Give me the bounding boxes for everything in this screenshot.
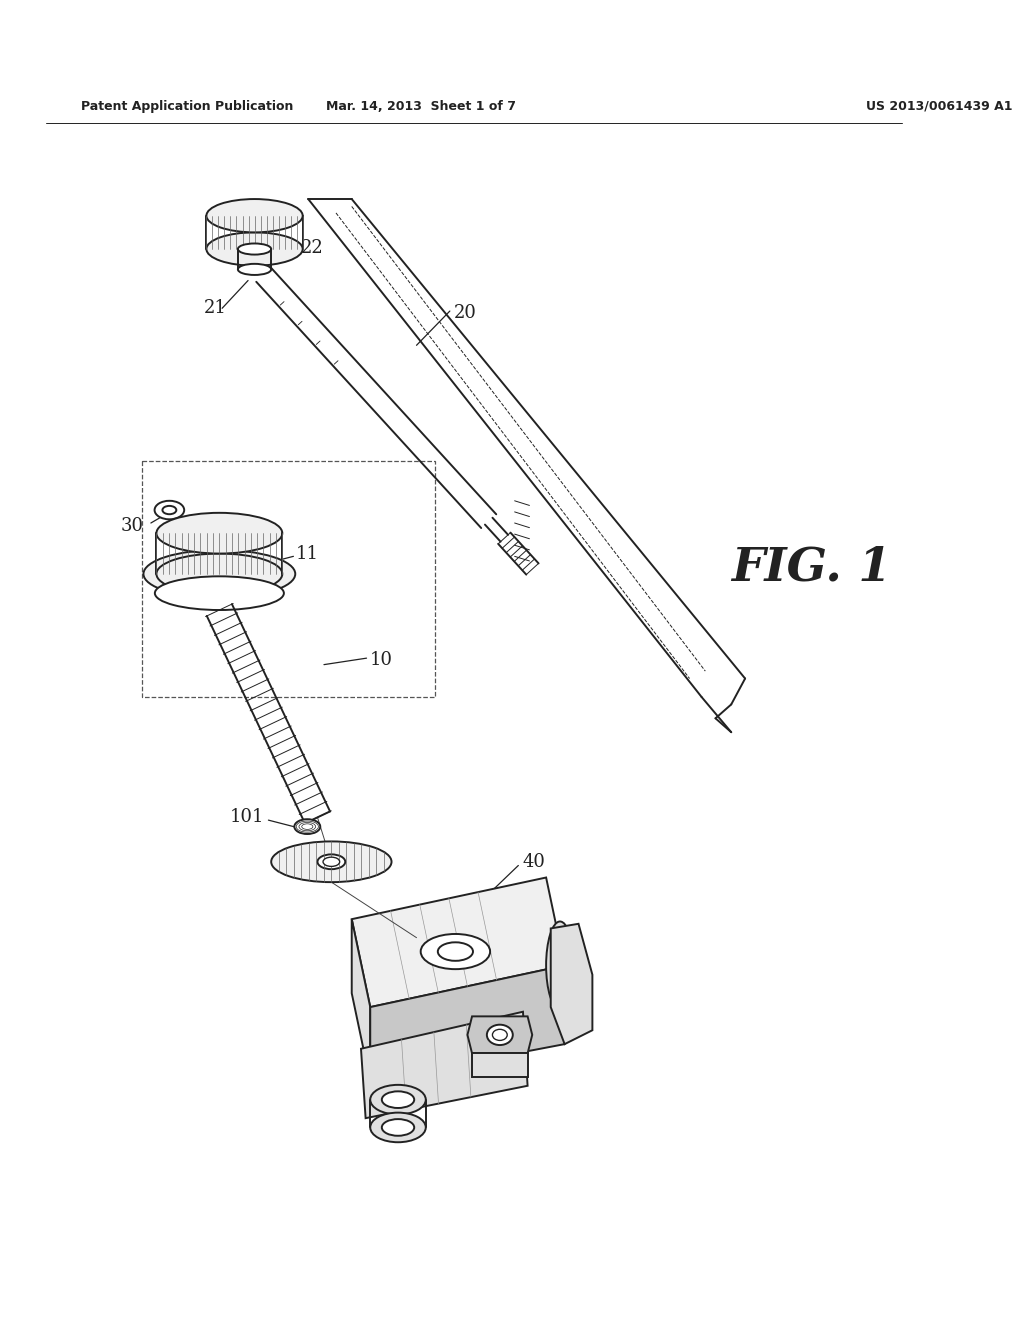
Ellipse shape — [163, 506, 176, 515]
Text: 101: 101 — [229, 808, 264, 826]
Ellipse shape — [143, 550, 295, 598]
Ellipse shape — [382, 1092, 415, 1107]
Text: 40: 40 — [523, 853, 546, 871]
Text: Mar. 14, 2013  Sheet 1 of 7: Mar. 14, 2013 Sheet 1 of 7 — [327, 100, 516, 114]
Ellipse shape — [294, 820, 321, 834]
Ellipse shape — [323, 857, 340, 866]
Polygon shape — [361, 1011, 527, 1118]
Text: 11: 11 — [296, 545, 319, 562]
Text: Patent Application Publication: Patent Application Publication — [82, 100, 294, 114]
Text: 21: 21 — [204, 300, 226, 317]
Ellipse shape — [157, 513, 283, 553]
Ellipse shape — [238, 243, 271, 255]
Ellipse shape — [238, 264, 271, 275]
Ellipse shape — [382, 1119, 415, 1135]
Polygon shape — [472, 1053, 527, 1077]
Text: 22: 22 — [301, 239, 324, 257]
Text: 10: 10 — [371, 651, 393, 669]
Polygon shape — [371, 965, 564, 1081]
Ellipse shape — [271, 841, 391, 882]
Ellipse shape — [155, 500, 184, 519]
Polygon shape — [467, 1016, 532, 1053]
Ellipse shape — [157, 553, 283, 594]
Ellipse shape — [493, 1030, 507, 1040]
Ellipse shape — [438, 942, 473, 961]
Text: 20: 20 — [454, 304, 476, 322]
Polygon shape — [351, 919, 371, 1081]
Ellipse shape — [421, 935, 490, 969]
Ellipse shape — [155, 577, 284, 610]
Text: US 2013/0061439 A1: US 2013/0061439 A1 — [866, 100, 1013, 114]
Ellipse shape — [317, 854, 345, 869]
Text: FIG. 1: FIG. 1 — [731, 544, 892, 590]
Ellipse shape — [371, 1113, 426, 1142]
Ellipse shape — [546, 921, 573, 1010]
Ellipse shape — [371, 1085, 426, 1114]
Ellipse shape — [207, 232, 303, 265]
Ellipse shape — [486, 1024, 513, 1045]
Text: 30: 30 — [121, 517, 143, 535]
Ellipse shape — [207, 199, 303, 232]
Polygon shape — [351, 878, 564, 1007]
Polygon shape — [551, 924, 593, 1044]
